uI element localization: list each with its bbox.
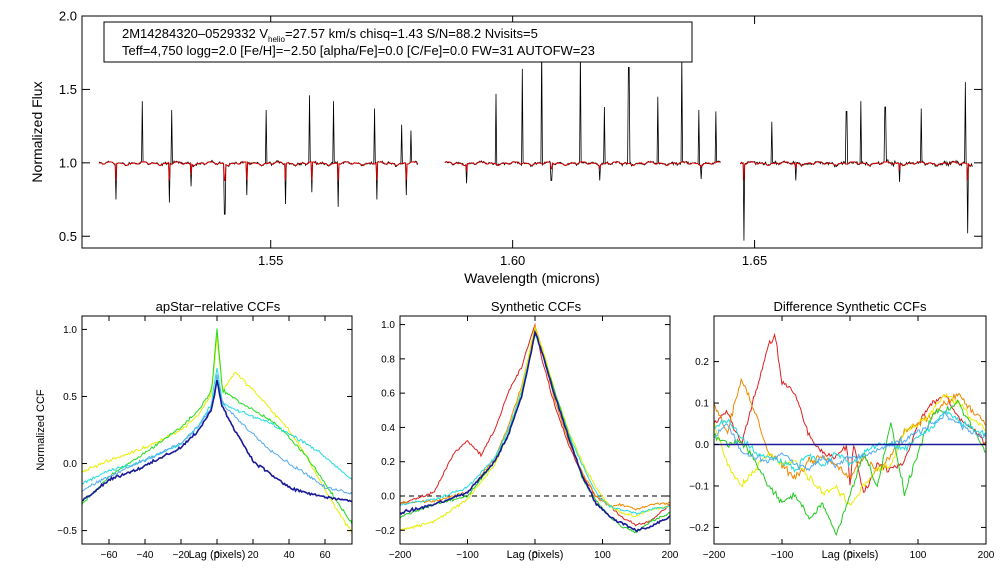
synthetic-ccf-axes-frame bbox=[399, 315, 671, 545]
diff-ccf-ytick-label: 0.2 bbox=[695, 357, 709, 368]
apstar-ccf-panel: apStar−relative CCFs −60 −40 −20 0 20 40 60 −0.… bbox=[35, 299, 353, 561]
synthetic-ccf-lines bbox=[399, 322, 671, 534]
apstar-ccf-ytick-label: 0.5 bbox=[63, 392, 77, 403]
apstar-ccf-series-navy bbox=[81, 379, 353, 503]
diff-ccf-xtick-label: −100 bbox=[771, 550, 794, 561]
diff-ccf-series-green bbox=[713, 399, 987, 537]
synthetic-ccf-series-yellow bbox=[399, 325, 671, 531]
synthetic-ccf-ytick-label: 0.6 bbox=[381, 389, 395, 400]
synthetic-ccf-xtick-label: 0 bbox=[532, 550, 538, 561]
spectrum-lines bbox=[98, 45, 973, 241]
apstar-ccf-ytick-label: 1.0 bbox=[63, 325, 77, 336]
info-box-frame bbox=[103, 21, 693, 63]
spectrum-model-line bbox=[444, 161, 721, 172]
spectrum-xtick-label: 1.55 bbox=[258, 253, 283, 268]
apstar-ccf-xtick-label: −60 bbox=[101, 550, 118, 561]
spectrum-info-box: 2M14284320–0529332 Vhelio=27.57 km/s chi… bbox=[103, 21, 693, 63]
apstar-ccf-ylabel: Normalized CCF bbox=[35, 389, 47, 471]
diff-ccf-ytick-label: −0.1 bbox=[689, 481, 709, 492]
synthetic-ccf-xtick-label: 200 bbox=[662, 550, 679, 561]
diff-ccf-ytick-label: 0.1 bbox=[695, 399, 709, 410]
diff-ccf-series-red bbox=[713, 332, 987, 494]
synthetic-ccf-xtick-label: −100 bbox=[456, 550, 479, 561]
spectrum-ticks: 1.55 1.60 1.65 0.5 1.0 1.5 2.0 bbox=[59, 9, 982, 268]
synthetic-ccf-series-green bbox=[399, 331, 671, 534]
spectrum-observed-line bbox=[444, 45, 721, 184]
synthetic-ccf-ytick-label: 0.0 bbox=[381, 492, 395, 503]
apstar-ccf-title: apStar−relative CCFs bbox=[156, 299, 281, 314]
spectrum-xtick-label: 1.65 bbox=[742, 253, 767, 268]
apstar-ccf-ytick-label: −0.5 bbox=[57, 526, 77, 537]
synthetic-ccf-series-cyan bbox=[399, 332, 671, 516]
spectrum-observed-line bbox=[98, 95, 418, 215]
apstar-ccf-ytick-label: 0.0 bbox=[63, 459, 77, 470]
diff-ccf-xtick-label: 100 bbox=[910, 550, 927, 561]
spectrum-model-line bbox=[739, 161, 973, 181]
spectrum-ytick-label: 2.0 bbox=[59, 9, 77, 24]
apstar-ccf-xtick-label: 60 bbox=[319, 550, 331, 561]
diff-ccf-axes-frame bbox=[713, 315, 987, 545]
synthetic-ccf-ytick-label: 1.0 bbox=[381, 320, 395, 331]
diff-ccf-ytick-label: 0.0 bbox=[695, 440, 709, 451]
diff-ccf-ticks: −200 −100 0 100 200 −0.2 −0.1 0.0 0.1 0.2 bbox=[689, 316, 995, 561]
synthetic-ccf-series-red bbox=[399, 322, 671, 527]
diff-ccf-xtick-label: 0 bbox=[847, 550, 853, 561]
spectrum-ylabel: Normalized Flux bbox=[29, 81, 45, 182]
synthetic-ccf-xlabel: Lag (pixels) bbox=[507, 549, 564, 561]
diff-ccf-xtick-label: 200 bbox=[978, 550, 995, 561]
diff-ccf-series-sky bbox=[713, 410, 987, 472]
apstar-ccf-xtick-label: −40 bbox=[137, 550, 154, 561]
diff-ccf-ytick-label: −0.2 bbox=[689, 523, 709, 534]
synthetic-ccf-series-orange bbox=[399, 325, 671, 511]
synthetic-ccf-xtick-label: 100 bbox=[594, 550, 611, 561]
apstar-ccf-xlabel: Lag (pixels) bbox=[189, 549, 246, 561]
synthetic-ccf-panel: Synthetic CCFs −200 −100 0 100 200 −0.2 0.0 0.2… bbox=[375, 299, 679, 561]
info-line-1: 2M14284320–0529332 Vhelio=27.57 km/s chi… bbox=[122, 26, 538, 44]
apstar-ccf-xtick-label: 0 bbox=[214, 550, 220, 561]
apstar-ccf-xtick-label: 20 bbox=[247, 550, 259, 561]
apstar-ccf-lines bbox=[81, 328, 353, 534]
synthetic-ccf-ytick-label: −0.2 bbox=[375, 526, 395, 537]
synthetic-ccf-ytick-label: 0.8 bbox=[381, 354, 395, 365]
synthetic-ccf-series-navy bbox=[399, 329, 671, 533]
apstar-ccf-series-yellow bbox=[81, 335, 353, 534]
diff-ccf-lines bbox=[713, 332, 987, 537]
synthetic-ccf-xtick-label: −200 bbox=[389, 550, 412, 561]
info-line-2: Teff=4,750 logg=2.0 [Fe/H]=−2.50 [alpha/… bbox=[122, 43, 595, 58]
spectrum-xtick-label: 1.60 bbox=[500, 253, 525, 268]
synthetic-ccf-ticks: −200 −100 0 100 200 −0.2 0.0 0.2 0.4 0.6 0.8 1.0 bbox=[375, 316, 679, 561]
apstar-ccf-xtick-label: −20 bbox=[173, 550, 190, 561]
spectrum-observed-line bbox=[739, 82, 973, 241]
synthetic-ccf-title: Synthetic CCFs bbox=[491, 299, 582, 314]
diff-ccf-series-cyan bbox=[713, 410, 987, 474]
spectrum-ytick-label: 0.5 bbox=[59, 229, 77, 244]
spectrum-xlabel: Wavelength (microns) bbox=[464, 270, 600, 286]
diff-ccf-title: Difference Synthetic CCFs bbox=[774, 299, 927, 314]
diff-ccf-xtick-label: −200 bbox=[703, 550, 726, 561]
diff-ccf-xlabel: Lag (pixels) bbox=[822, 549, 879, 561]
spectrum-panel: 1.55 1.60 1.65 0.5 1.0 1.5 2.0 2M14284320–0529… bbox=[29, 9, 983, 286]
apstar-ccf-series-cyan bbox=[81, 367, 353, 485]
spectrum-axes-frame bbox=[81, 15, 983, 249]
spectrum-model-line bbox=[98, 161, 419, 181]
synthetic-ccf-ytick-label: 0.2 bbox=[381, 457, 395, 468]
diff-ccf-panel: Difference Synthetic CCFs −200 −100 0 100 20… bbox=[689, 299, 995, 561]
apstar-ccf-series-sky bbox=[81, 374, 353, 495]
apstar-ccf-series-green bbox=[81, 328, 353, 525]
apstar-ccf-axes-frame bbox=[81, 315, 353, 545]
diff-ccf-series-yellow bbox=[713, 392, 987, 506]
spectrum-ytick-label: 1.0 bbox=[59, 155, 77, 170]
spectrum-ytick-label: 1.5 bbox=[59, 82, 77, 97]
diff-ccf-series-orange bbox=[713, 377, 987, 480]
synthetic-ccf-ytick-label: 0.4 bbox=[381, 423, 395, 434]
apstar-ccf-ticks: −60 −40 −20 0 20 40 60 −0.5 0.0 0.5 1.0 bbox=[57, 316, 352, 561]
apstar-ccf-xtick-label: 40 bbox=[283, 550, 295, 561]
